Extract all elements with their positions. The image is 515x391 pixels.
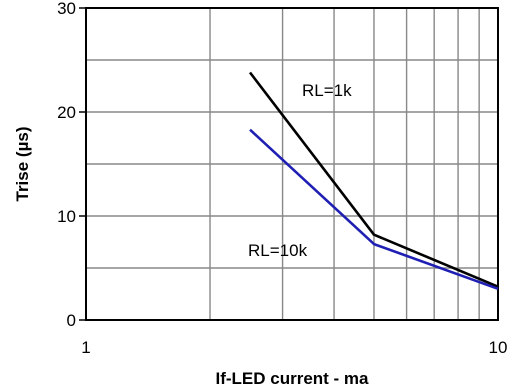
series-label-rl-1k: RL=1k: [302, 81, 352, 100]
grid: [86, 8, 498, 320]
series-line-rl-10k: [249, 128, 499, 291]
tick-labels: 0 10 20 30 1 10: [57, 0, 507, 357]
y-axis-title: Trise (µs): [13, 127, 32, 202]
y-tick-label-0: 0: [67, 311, 76, 330]
y-tick-label-10: 10: [57, 207, 76, 226]
x-tick-label-1: 1: [81, 338, 90, 357]
series-line-rl-1k: [248, 71, 499, 288]
x-axis-title: If-LED current - ma: [215, 369, 369, 388]
y-tick-label-20: 20: [57, 103, 76, 122]
series-label-rl-10k: RL=10k: [248, 241, 308, 260]
series-group: [248, 71, 499, 291]
x-tick-label-10: 10: [489, 338, 508, 357]
y-tick-label-30: 30: [57, 0, 76, 18]
plot-frame: [85, 7, 499, 321]
